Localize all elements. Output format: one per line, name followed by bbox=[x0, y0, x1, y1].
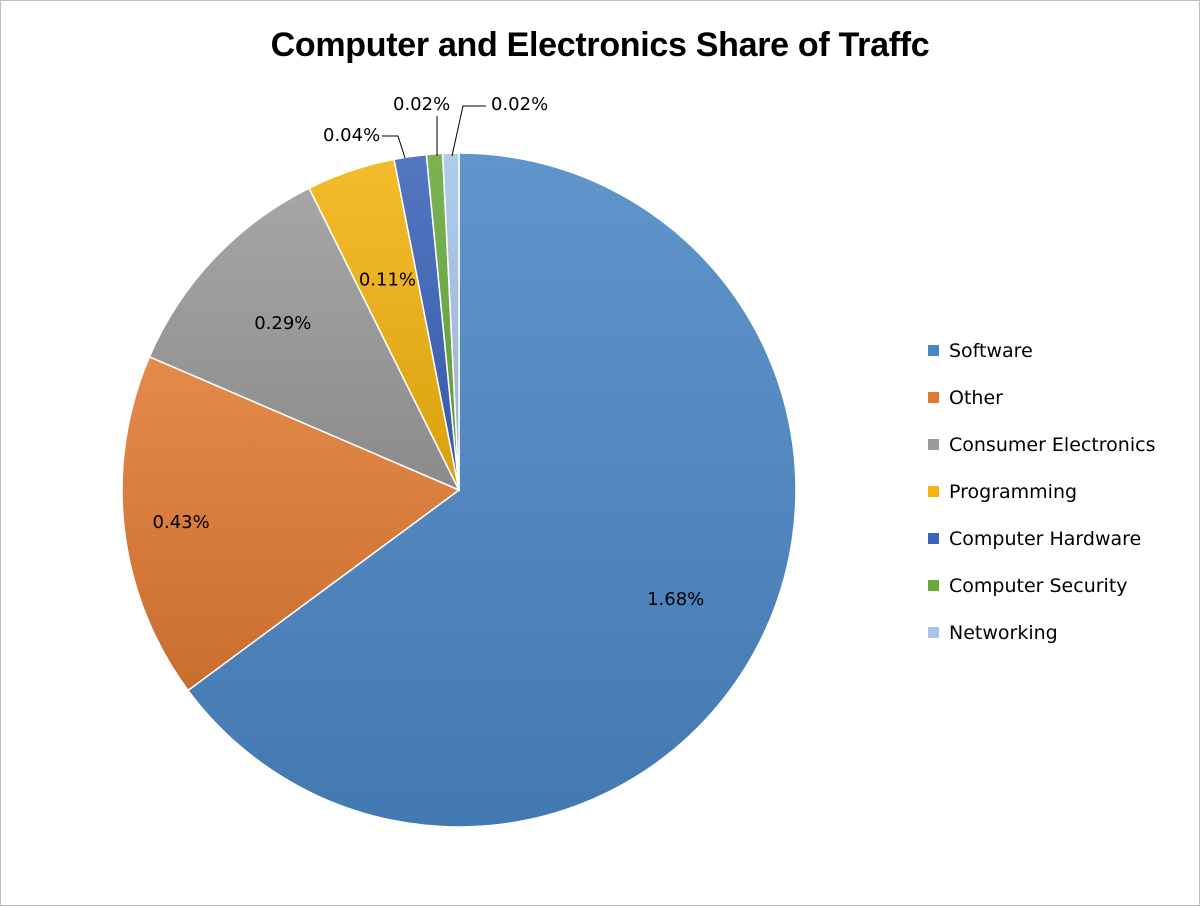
data-label-computer-hardware: 0.04% bbox=[323, 125, 380, 146]
pie-slice-networking bbox=[441, 152, 460, 491]
legend-label-other: Other bbox=[949, 387, 1003, 409]
pie-slice-consumer-electronics bbox=[148, 187, 461, 492]
data-label-computer-security: 0.02% bbox=[393, 94, 450, 115]
data-label-software: 1.68% bbox=[647, 589, 704, 610]
legend-label-computer-security: Computer Security bbox=[949, 575, 1128, 597]
legend-label-computer-hardware: Computer Hardware bbox=[949, 528, 1142, 550]
legend-swatch-software bbox=[928, 345, 939, 356]
legend-item-computer-hardware: Computer Hardware bbox=[928, 528, 1141, 550]
legend-item-software: Software bbox=[928, 340, 1033, 362]
legend-swatch-programming bbox=[928, 486, 939, 497]
pie-slice-other bbox=[121, 355, 461, 692]
legend-label-networking: Networking bbox=[949, 622, 1058, 644]
legend-swatch-computer-hardware bbox=[928, 533, 939, 544]
data-labels: 1.68% 0.43% 0.29% 0.11% 0.04% 0.02% 0.02% bbox=[153, 94, 705, 610]
legend-swatch-consumer-electronics bbox=[928, 439, 939, 450]
legend-swatch-networking bbox=[928, 627, 939, 638]
legend-label-software: Software bbox=[949, 340, 1033, 362]
chart-title: Computer and Electronics Share of Traffc bbox=[270, 26, 930, 64]
leader-line-networking bbox=[451, 105, 486, 157]
legend-item-computer-security: Computer Security bbox=[928, 575, 1128, 597]
legend-swatch-computer-security bbox=[928, 580, 939, 591]
data-label-other: 0.43% bbox=[153, 512, 210, 533]
data-label-networking: 0.02% bbox=[491, 94, 548, 115]
leader-lines bbox=[382, 105, 486, 159]
legend-label-programming: Programming bbox=[949, 481, 1078, 503]
pie-slice-software bbox=[187, 152, 797, 828]
legend-label-consumer-electronics: Consumer Electronics bbox=[949, 434, 1156, 456]
data-label-programming: 0.11% bbox=[359, 269, 416, 290]
legend-item-other: Other bbox=[928, 387, 1003, 409]
legend-swatch-other bbox=[928, 392, 939, 403]
pie-slices bbox=[121, 152, 797, 828]
legend-item-consumer-electronics: Consumer Electronics bbox=[928, 434, 1155, 456]
legend-item-programming: Programming bbox=[928, 481, 1077, 503]
legend-item-networking: Networking bbox=[928, 622, 1058, 644]
leader-line-computer-hardware bbox=[382, 135, 406, 159]
data-label-consumer-electronics: 0.29% bbox=[254, 313, 311, 334]
